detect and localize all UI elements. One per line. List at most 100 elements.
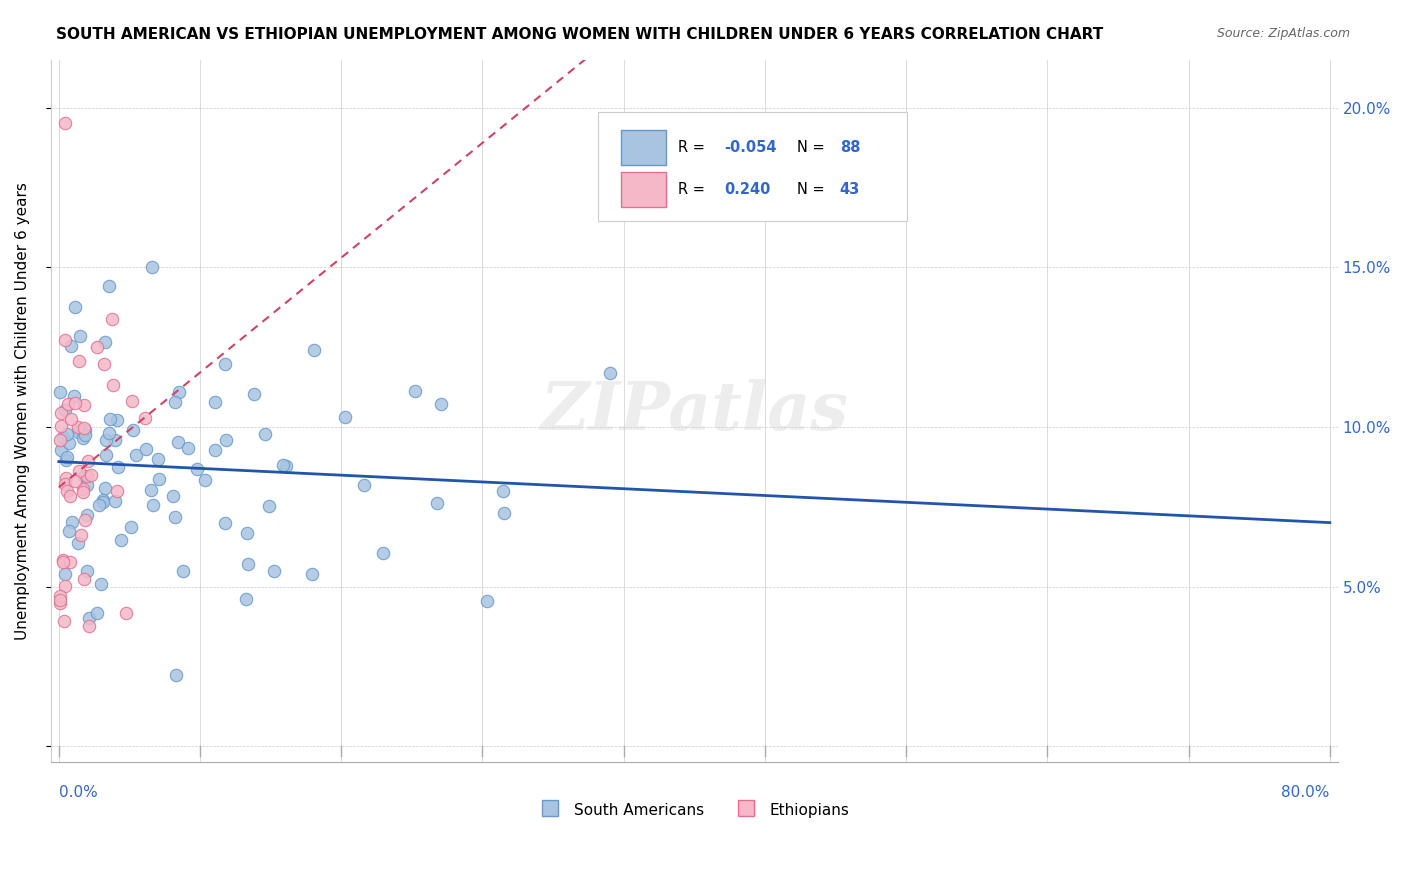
Ethiopians xyxy=(101,312,124,326)
South Americans xyxy=(97,278,120,293)
Ethiopians xyxy=(67,354,90,368)
South Americans xyxy=(166,434,188,449)
Ethiopians xyxy=(93,357,115,371)
South Americans xyxy=(94,434,117,448)
South Americans xyxy=(142,498,165,512)
Ethiopians xyxy=(49,596,72,610)
South Americans xyxy=(177,441,200,455)
Ethiopians xyxy=(59,489,82,503)
Ethiopians xyxy=(72,482,94,496)
Text: ZIPatlas: ZIPatlas xyxy=(540,378,848,443)
South Americans xyxy=(494,506,516,520)
South Americans xyxy=(426,496,449,510)
Ethiopians xyxy=(103,377,125,392)
South Americans xyxy=(274,458,297,473)
Ethiopians xyxy=(73,513,96,527)
South Americans xyxy=(76,564,98,578)
South Americans xyxy=(163,509,186,524)
Ethiopians xyxy=(55,484,77,499)
South Americans xyxy=(53,567,76,582)
South Americans xyxy=(90,576,112,591)
Ethiopians xyxy=(52,555,75,569)
South Americans xyxy=(63,388,86,402)
South Americans xyxy=(135,442,157,457)
South Americans xyxy=(91,495,114,509)
South Americans xyxy=(58,524,80,538)
South Americans xyxy=(253,426,276,441)
Ethiopians xyxy=(55,471,77,485)
South Americans xyxy=(104,433,127,447)
Ethiopians xyxy=(121,393,143,408)
South Americans xyxy=(52,430,75,444)
Ethiopians xyxy=(73,573,96,587)
Ethiopians xyxy=(51,406,73,420)
South Americans xyxy=(139,483,162,497)
Text: 0.240: 0.240 xyxy=(724,182,770,197)
South Americans xyxy=(194,473,217,487)
South Americans xyxy=(60,515,83,529)
Ethiopians xyxy=(76,469,98,483)
South Americans xyxy=(104,494,127,508)
South Americans xyxy=(72,431,94,445)
Text: Source: ZipAtlas.com: Source: ZipAtlas.com xyxy=(1216,27,1350,40)
Ethiopians xyxy=(86,339,108,353)
South Americans xyxy=(162,489,184,503)
Text: N =: N = xyxy=(797,182,830,197)
South Americans xyxy=(492,484,515,499)
South Americans xyxy=(76,508,98,522)
South Americans xyxy=(94,335,117,350)
South Americans xyxy=(599,366,621,380)
Ethiopians xyxy=(63,474,86,488)
Text: R =: R = xyxy=(678,182,714,197)
Ethiopians xyxy=(53,333,76,347)
South Americans xyxy=(165,667,187,681)
South Americans xyxy=(214,516,236,530)
South Americans xyxy=(56,426,79,441)
FancyBboxPatch shape xyxy=(598,112,907,221)
South Americans xyxy=(148,451,170,466)
South Americans xyxy=(120,519,142,533)
Ethiopians xyxy=(73,420,96,434)
South Americans xyxy=(56,450,79,464)
Ethiopians xyxy=(80,467,103,482)
South Americans xyxy=(141,260,163,274)
South Americans xyxy=(73,423,96,437)
South Americans xyxy=(86,606,108,620)
South Americans xyxy=(204,395,226,409)
South Americans xyxy=(353,477,375,491)
Legend: South Americans, Ethiopians: South Americans, Ethiopians xyxy=(533,794,856,825)
Text: N =: N = xyxy=(797,140,830,155)
South Americans xyxy=(301,566,323,581)
South Americans xyxy=(271,458,294,472)
Ethiopians xyxy=(59,555,82,569)
South Americans xyxy=(204,442,226,457)
South Americans xyxy=(125,448,148,462)
South Americans xyxy=(97,425,120,440)
South Americans xyxy=(121,423,143,437)
Ethiopians xyxy=(72,485,94,500)
South Americans xyxy=(55,453,77,467)
Ethiopians xyxy=(70,527,93,541)
South Americans xyxy=(73,469,96,483)
South Americans xyxy=(333,410,356,425)
Ethiopians xyxy=(79,619,101,633)
South Americans xyxy=(87,498,110,512)
South Americans xyxy=(53,403,76,417)
South Americans xyxy=(186,462,208,476)
Ethiopians xyxy=(65,395,87,409)
FancyBboxPatch shape xyxy=(621,130,666,165)
South Americans xyxy=(238,557,260,571)
South Americans xyxy=(58,435,80,450)
South Americans xyxy=(263,564,285,578)
FancyBboxPatch shape xyxy=(621,172,666,207)
Ethiopians xyxy=(53,579,76,593)
South Americans xyxy=(107,459,129,474)
Ethiopians xyxy=(49,419,72,434)
Ethiopians xyxy=(59,412,82,426)
South Americans xyxy=(215,433,238,447)
Ethiopians xyxy=(55,476,77,491)
Ethiopians xyxy=(49,589,72,603)
South Americans xyxy=(257,499,280,513)
Ethiopians xyxy=(77,454,100,468)
South Americans xyxy=(404,384,426,399)
